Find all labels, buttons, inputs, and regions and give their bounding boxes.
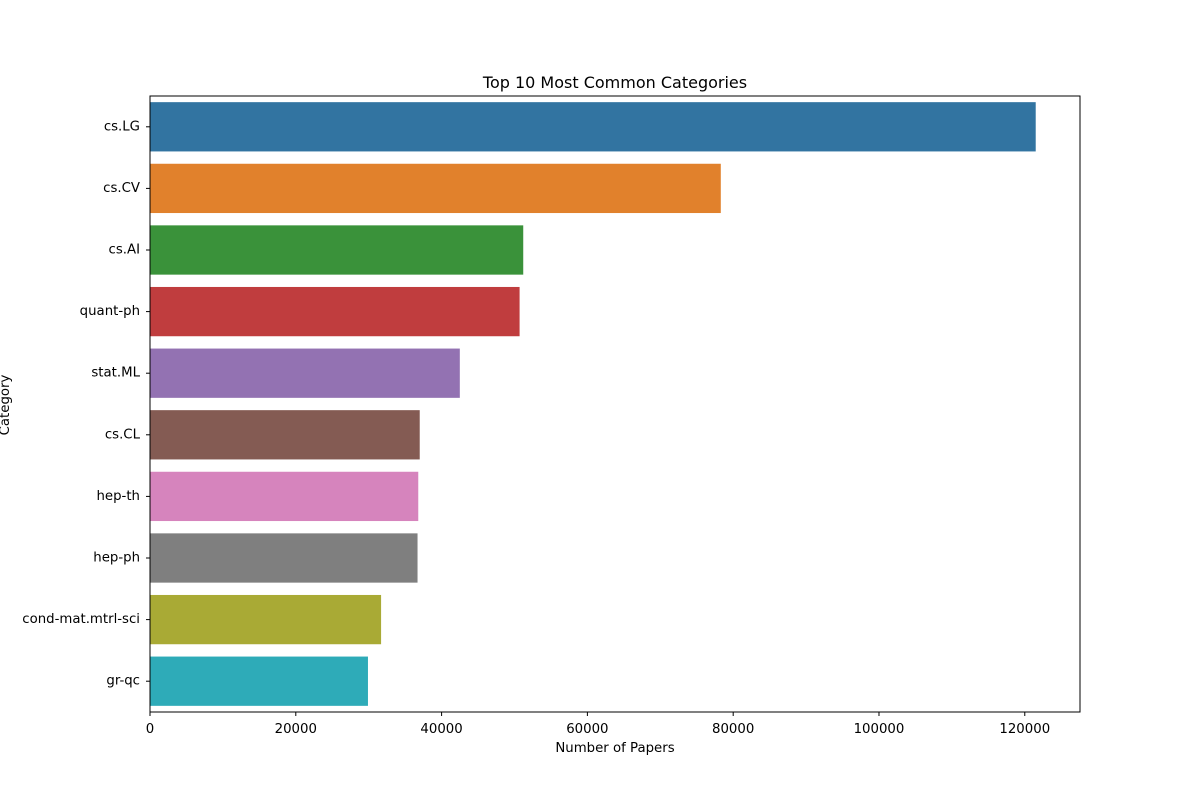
y-axis-label: Category <box>0 375 13 436</box>
bar-cs.CL <box>150 410 420 460</box>
y-tick-label: cond-mat.mtrl-sci <box>22 612 140 627</box>
x-tick-label: 60000 <box>566 722 608 737</box>
bar-gr-qc <box>150 656 368 706</box>
bar-quant-ph <box>150 286 520 337</box>
y-tick-label: cs.AI <box>109 243 140 258</box>
bar-stat.ML <box>150 348 460 398</box>
x-tick-label: 80000 <box>712 722 754 737</box>
y-tick-label: hep-ph <box>93 551 140 566</box>
plot-frame <box>149 95 1081 713</box>
y-axis-ticks: cs.LG cs.CV cs.AI quant-ph stat.ML cs.CL hep-t… <box>22 119 150 689</box>
x-axis-label: Number of Papers <box>555 741 674 756</box>
x-tick-label: 100000 <box>854 722 905 737</box>
x-tick-label: 120000 <box>999 722 1050 737</box>
x-tick-label: 0 <box>146 722 154 737</box>
x-tick-label: 40000 <box>420 722 462 737</box>
x-tick-label: 20000 <box>275 722 317 737</box>
bar-cs.AI <box>150 225 524 275</box>
bar-cs.LG <box>150 102 1036 152</box>
bar-cs.CV <box>150 163 721 214</box>
bar-cond-mat.mtrl-sci <box>150 594 382 645</box>
bar-hep-th <box>150 471 419 522</box>
chart-title: Top 10 Most Common Categories <box>482 73 747 92</box>
bars-group <box>150 102 1036 706</box>
y-tick-label: cs.CL <box>105 427 141 442</box>
y-tick-label: gr-qc <box>106 674 140 689</box>
y-tick-label: quant-ph <box>80 304 140 319</box>
x-axis-ticks: 0 20000 40000 60000 80000 100000 120000 <box>146 712 1050 737</box>
y-tick-label: cs.CV <box>103 181 140 196</box>
y-tick-label: cs.LG <box>104 119 140 134</box>
bar-hep-ph <box>150 533 418 583</box>
y-tick-label: stat.ML <box>91 366 140 381</box>
y-tick-label: hep-th <box>97 489 141 504</box>
